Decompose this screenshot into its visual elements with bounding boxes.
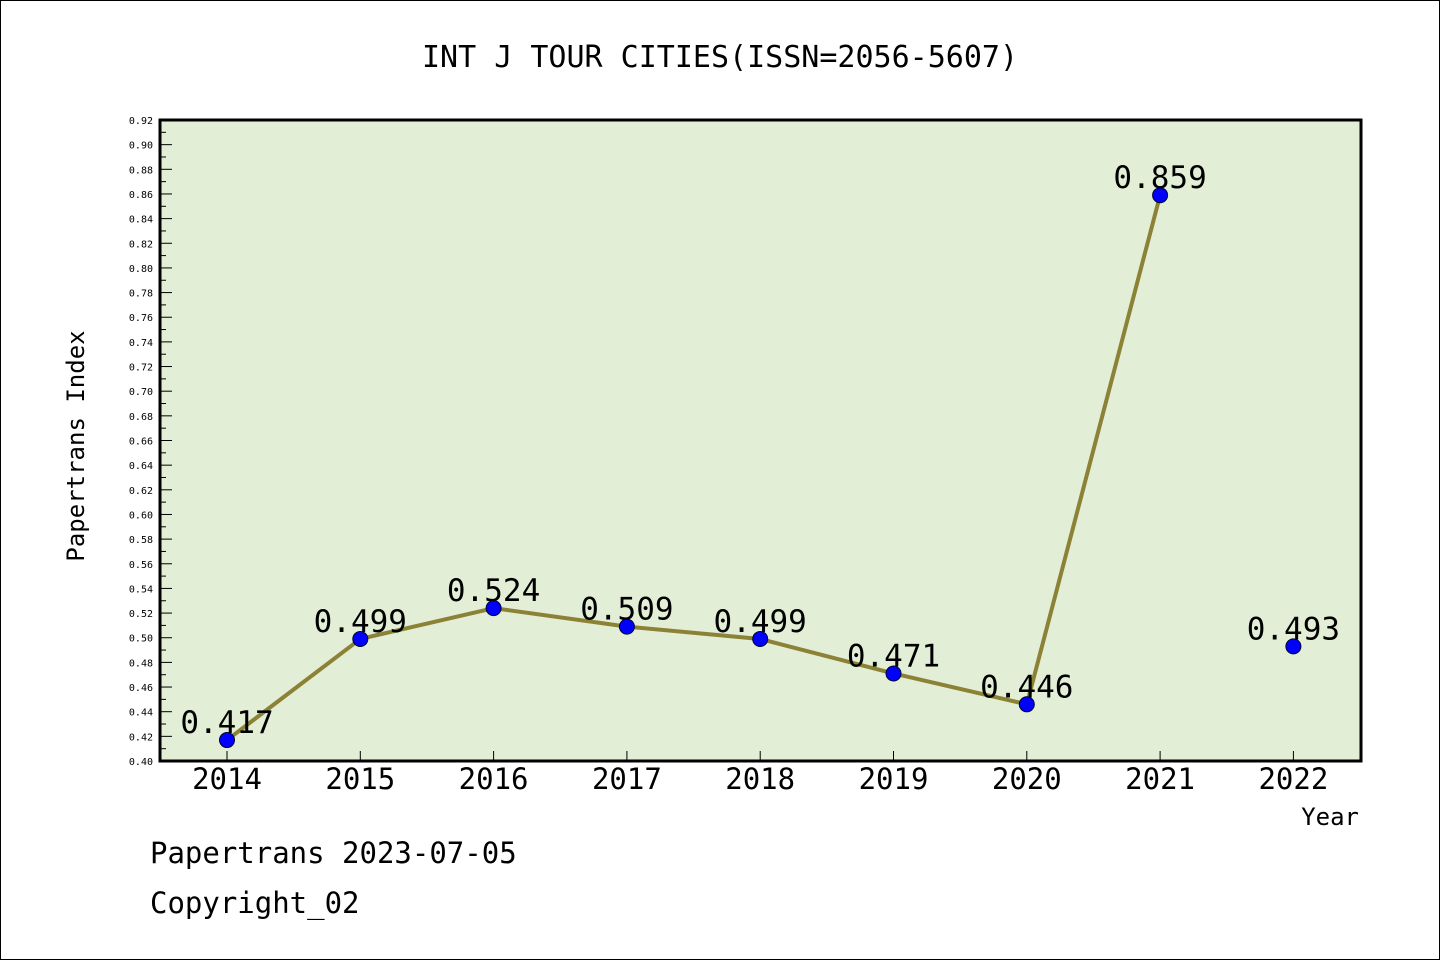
y-tick-label: 0.44	[129, 708, 153, 719]
y-axis-title: Papertrans Index	[62, 330, 90, 561]
x-axis: 2014 2015 2016 2017 2018 2019 2020 2021 2022	[192, 751, 1328, 796]
y-tick-label: 0.54	[129, 584, 153, 595]
plot-area	[158, 118, 1363, 763]
y-tick-label: 0.52	[129, 609, 153, 620]
x-tick-label: 2019	[859, 762, 929, 796]
x-tick-label: 2021	[1125, 762, 1195, 796]
y-tick-label: 0.40	[129, 757, 153, 768]
y-tick-label: 0.92	[129, 116, 153, 127]
x-tick-label: 2017	[592, 762, 662, 796]
data-label: 0.493	[1247, 611, 1340, 647]
y-tick-label: 0.76	[129, 313, 153, 324]
data-point	[219, 732, 235, 749]
y-tick-label: 0.72	[129, 363, 153, 374]
footer-date: Papertrans 2023-07-05	[150, 836, 517, 870]
x-tick-label: 2016	[459, 762, 529, 796]
y-tick-label: 0.68	[129, 412, 153, 423]
chart-title: INT J TOUR CITIES(ISSN=2056-5607)	[422, 40, 1018, 75]
y-tick-label: 0.90	[129, 141, 153, 152]
x-axis-title: Year	[1301, 803, 1359, 831]
x-tick-label: 2015	[325, 762, 395, 796]
data-point	[352, 630, 369, 647]
data-point	[1152, 187, 1169, 204]
y-tick-label: 0.84	[129, 215, 153, 226]
x-tick-label: 2022	[1258, 762, 1328, 796]
y-tick-label: 0.62	[129, 486, 153, 497]
data-point	[1285, 638, 1302, 655]
data-label: 0.524	[447, 573, 540, 609]
y-tick-label: 0.74	[129, 338, 153, 349]
data-point	[885, 665, 902, 682]
y-tick-label: 0.82	[129, 239, 153, 250]
y-tick-label: 0.78	[129, 289, 153, 300]
data-point	[485, 600, 502, 617]
data-point	[752, 630, 769, 647]
data-label: 0.859	[1113, 160, 1206, 196]
y-axis: 0.40 0.42 0.44 0.46 0.48 0.50 0.52 0.54 0.56 0.58…	[129, 116, 172, 768]
x-tick-label: 2020	[992, 762, 1062, 796]
data-label: 0.417	[180, 705, 273, 741]
y-tick-label: 0.56	[129, 560, 153, 571]
data-label: 0.499	[314, 604, 407, 640]
y-tick-label: 0.60	[129, 510, 153, 521]
y-tick-label: 0.70	[129, 387, 153, 398]
y-tick-label: 0.58	[129, 535, 153, 546]
footer-copyright: Copyright_02	[150, 886, 360, 920]
data-point	[618, 618, 635, 635]
y-tick-label: 0.50	[129, 634, 153, 645]
data-label: 0.471	[847, 638, 940, 674]
y-tick-label: 0.64	[129, 461, 153, 472]
x-tick-label: 2018	[725, 762, 795, 796]
y-tick-label: 0.86	[129, 190, 153, 201]
data-point	[1018, 696, 1035, 713]
y-tick-label: 0.80	[129, 264, 153, 275]
series-line	[225, 194, 1163, 742]
y-tick-label: 0.66	[129, 437, 153, 448]
y-tick-label: 0.48	[129, 658, 153, 669]
x-tick-label: 2014	[192, 762, 262, 796]
y-tick-label: 0.88	[129, 165, 153, 176]
data-label: 0.446	[980, 669, 1073, 705]
y-tick-label: 0.46	[129, 683, 153, 694]
y-tick-label: 0.42	[129, 732, 153, 743]
data-label: 0.509	[580, 592, 673, 628]
series-line-group: 0.417 0.499 0.524 0.509 0.499 0.471 0.446 0.859…	[180, 160, 1340, 749]
data-label: 0.499	[714, 604, 807, 640]
